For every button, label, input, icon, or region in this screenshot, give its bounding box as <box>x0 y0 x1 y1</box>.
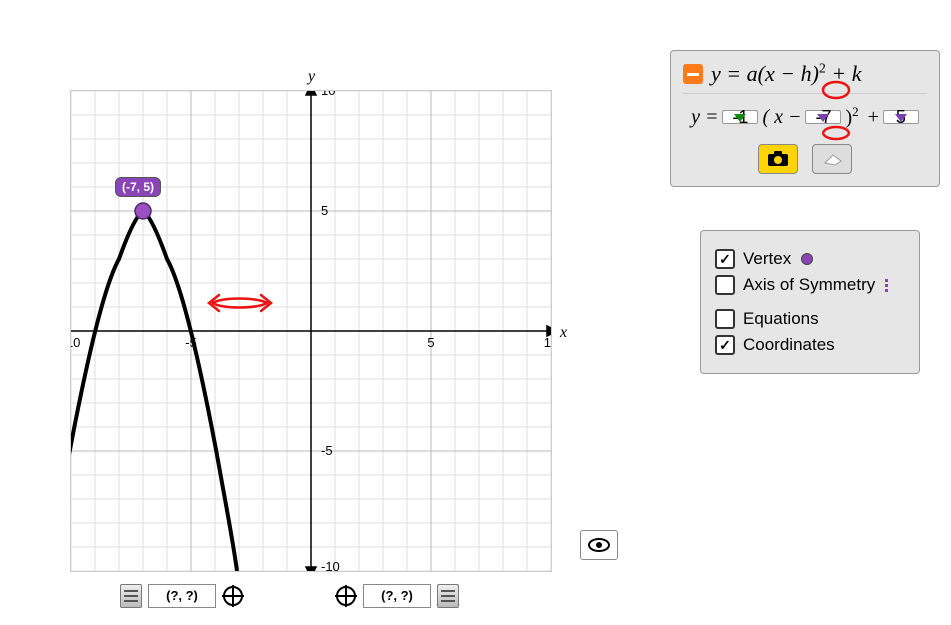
right-point-control[interactable]: (?, ?) <box>335 584 459 608</box>
svg-text:-10: -10 <box>321 559 340 571</box>
label-coordinates: Coordinates <box>743 335 835 355</box>
x-axis-label: x <box>560 324 567 342</box>
vertex-label: (-7, 5) <box>115 177 161 197</box>
left-point-control[interactable]: (?, ?) <box>120 584 244 608</box>
eye-icon <box>588 538 610 552</box>
svg-text:-10: -10 <box>71 335 80 350</box>
parabola[interactable] <box>71 211 237 571</box>
svg-text:10: 10 <box>544 335 551 350</box>
equation-general-form: y = a(x − h)2 + k <box>711 61 862 87</box>
h-stepper[interactable]: -7 <box>805 102 841 132</box>
plot-svg: -10 -5 5 10 10 5 -5 -10 path[data-name='… <box>71 91 551 571</box>
eq-middle: ( x − <box>762 106 801 129</box>
collapse-button[interactable] <box>683 64 703 84</box>
camera-icon <box>767 151 789 167</box>
svg-text:-5: -5 <box>321 443 333 458</box>
vertex-point[interactable] <box>135 203 151 219</box>
eq-prefix: y = <box>691 106 718 129</box>
drag-handle-icon[interactable] <box>120 584 142 608</box>
svg-text:5: 5 <box>321 203 328 218</box>
crosshair-icon[interactable] <box>222 585 244 607</box>
a-stepper[interactable]: -1 <box>722 102 758 132</box>
label-vertex: Vertex <box>743 249 791 269</box>
equation-panel: y = a(x − h)2 + k y = -1 ( x − -7 )2 + 5 <box>670 50 940 187</box>
left-coord-box[interactable]: (?, ?) <box>148 584 216 608</box>
snapshot-button[interactable] <box>758 144 798 174</box>
visibility-toggle[interactable] <box>580 530 618 560</box>
plot-area[interactable]: -10 -5 5 10 10 5 -5 -10 path[data-name='… <box>70 90 552 572</box>
crosshair-icon[interactable] <box>335 585 357 607</box>
svg-text:5: 5 <box>427 335 434 350</box>
options-panel: Vertex Axis of Symmetry Equations Coordi… <box>700 230 920 374</box>
axis-dots-icon <box>885 279 888 292</box>
equation-numeric-row: y = -1 ( x − -7 )2 + 5 <box>683 102 927 132</box>
annotation-double-arrow <box>209 295 271 311</box>
right-coord-box[interactable]: (?, ?) <box>363 584 431 608</box>
drag-handle-icon[interactable] <box>437 584 459 608</box>
label-equations: Equations <box>743 309 819 329</box>
checkbox-equations[interactable] <box>715 309 735 329</box>
checkbox-coordinates[interactable] <box>715 335 735 355</box>
checkbox-vertex[interactable] <box>715 249 735 269</box>
erase-button[interactable] <box>812 144 852 174</box>
eraser-icon <box>821 151 843 167</box>
svg-text:10: 10 <box>321 91 335 98</box>
y-axis-label: y <box>308 68 315 86</box>
label-axis-of-symmetry: Axis of Symmetry <box>743 275 875 295</box>
graph-panel: -10 -5 5 10 10 5 -5 -10 path[data-name='… <box>60 50 560 600</box>
k-stepper[interactable]: 5 <box>883 102 919 132</box>
checkbox-axis-of-symmetry[interactable] <box>715 275 735 295</box>
vertex-dot-icon <box>801 253 813 265</box>
